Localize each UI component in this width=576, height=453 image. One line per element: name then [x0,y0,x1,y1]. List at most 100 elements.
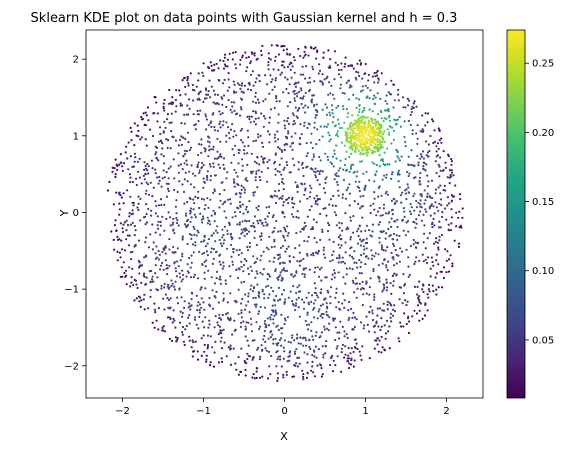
data-point [154,172,157,175]
data-point [131,267,134,270]
data-point [373,118,377,121]
data-point [395,273,398,276]
data-point [223,341,226,344]
data-point [296,260,299,263]
data-point [329,58,332,61]
data-point [406,104,410,107]
data-point [144,215,147,218]
data-point [293,119,296,123]
data-point [259,134,262,137]
x-tick-label: 0 [281,406,287,417]
data-point [384,100,387,103]
data-point [189,220,192,223]
data-point [254,101,258,104]
data-point [297,90,301,93]
data-point [291,148,294,151]
data-point [369,204,372,207]
data-point [269,316,272,319]
data-point [362,126,365,129]
data-point [267,57,271,60]
data-point [235,301,238,304]
data-point [358,111,361,114]
data-point [207,238,210,241]
data-point [425,163,428,166]
data-point [263,322,266,325]
data-point [359,90,363,93]
data-point [334,338,337,342]
data-point [267,337,270,340]
data-point [221,313,224,317]
data-point [450,171,454,174]
data-point [132,204,135,207]
data-point [281,211,284,214]
data-point [208,319,211,322]
data-point [284,228,287,231]
data-point [353,200,356,203]
data-point [237,356,240,359]
data-point [410,149,413,152]
data-point [287,202,290,205]
data-point [247,295,250,298]
data-point [256,272,259,275]
data-point [329,302,332,305]
data-point [118,208,121,211]
data-point [311,68,315,71]
data-point [393,272,396,275]
data-point [435,145,438,148]
data-point [231,105,234,108]
data-point [106,189,109,192]
data-point [262,145,265,148]
data-point [280,344,283,347]
data-point [329,114,332,117]
data-point [325,113,328,116]
data-point [264,218,267,221]
data-point [237,148,240,151]
data-point [193,233,196,236]
data-point [280,71,283,74]
data-point [446,250,449,253]
data-point [392,83,395,86]
data-point [332,250,335,253]
data-point [355,78,358,81]
data-point [144,282,148,286]
data-point [366,133,369,136]
data-point [162,329,165,332]
data-point [147,246,151,249]
data-point [336,331,339,334]
data-point [159,264,163,267]
data-point [285,137,289,140]
colorbar-tick-label: 0.05 [532,335,554,346]
data-point [128,266,131,269]
data-point [231,58,234,61]
data-point [241,169,244,172]
data-point [361,85,364,88]
data-point [338,307,341,310]
data-point [210,120,213,123]
data-point [405,188,408,191]
data-point [415,256,418,259]
data-point [180,135,183,138]
data-point [374,96,377,99]
data-point [226,171,229,174]
data-point [204,316,207,319]
data-point [359,265,362,269]
data-point [280,45,283,48]
data-point [394,123,397,126]
data-point [216,270,219,273]
data-point [276,146,280,149]
data-point [266,317,269,320]
data-point [303,351,306,354]
data-point [253,303,256,306]
data-point [301,272,304,276]
data-point [423,232,426,235]
data-point [235,368,238,371]
data-point [376,337,379,340]
data-point [154,200,157,203]
data-point [349,238,352,241]
data-point [275,312,278,315]
data-point [246,249,250,252]
data-point [390,177,393,180]
data-point [390,79,393,82]
data-point [192,251,195,254]
